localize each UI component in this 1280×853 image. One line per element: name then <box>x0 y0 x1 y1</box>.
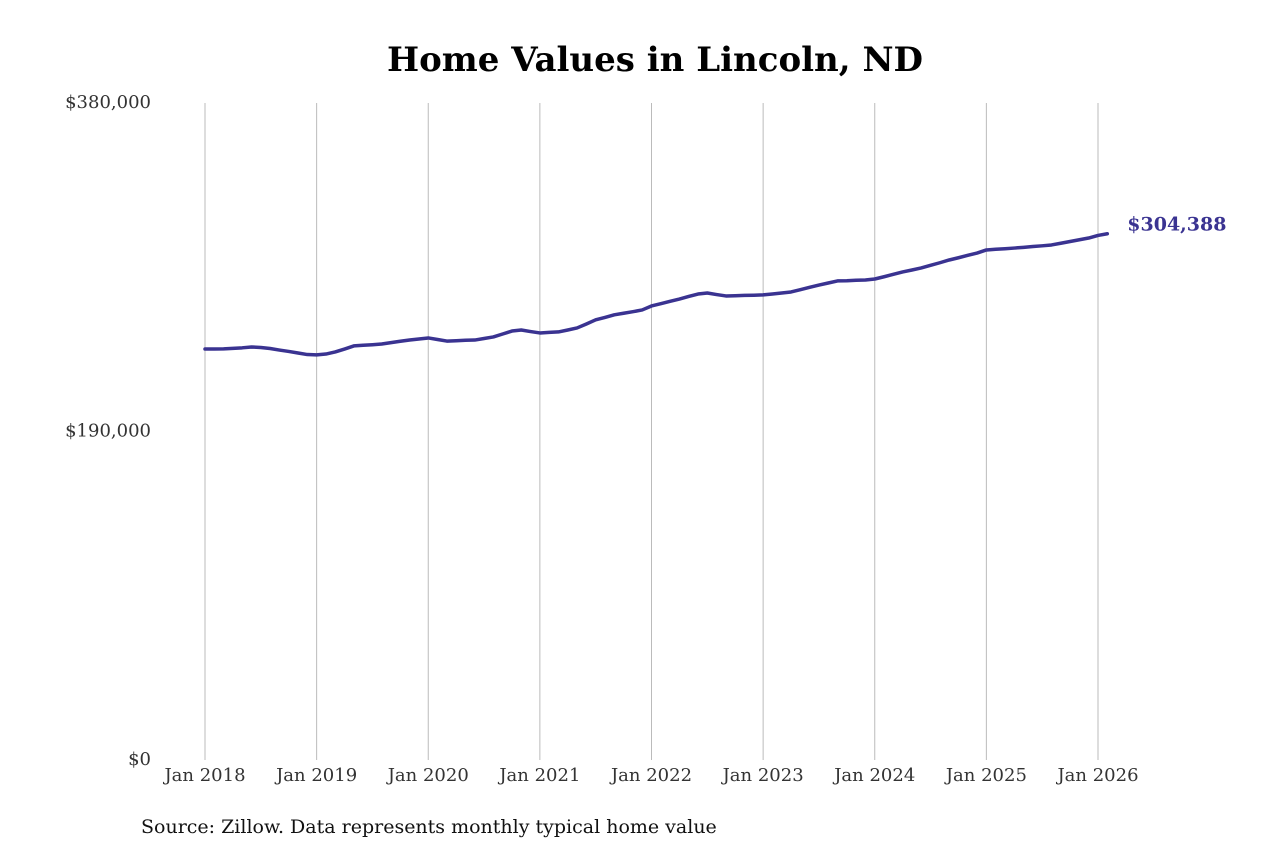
x-tick-label: Jan 2019 <box>274 765 357 786</box>
chart-title: Home Values in Lincoln, ND <box>387 40 923 80</box>
y-tick-label: $190,000 <box>65 421 151 442</box>
value-label: $304,388 <box>1127 214 1226 236</box>
y-tick-label: $0 <box>128 749 151 770</box>
x-tick-label: Jan 2024 <box>832 765 915 786</box>
source-note: Source: Zillow. Data represents monthly … <box>141 816 717 838</box>
x-tick-label: Jan 2021 <box>497 765 580 786</box>
x-tick-label: Jan 2020 <box>386 765 469 786</box>
x-tick-label: Jan 2022 <box>609 765 692 786</box>
x-tick-label: Jan 2025 <box>944 765 1027 786</box>
x-tick-label: Jan 2023 <box>721 765 804 786</box>
line-series <box>203 231 1110 357</box>
y-tick-label: $380,000 <box>65 92 151 113</box>
x-tick-label: Jan 2018 <box>162 765 245 786</box>
x-tick-label: Jan 2026 <box>1055 765 1138 786</box>
